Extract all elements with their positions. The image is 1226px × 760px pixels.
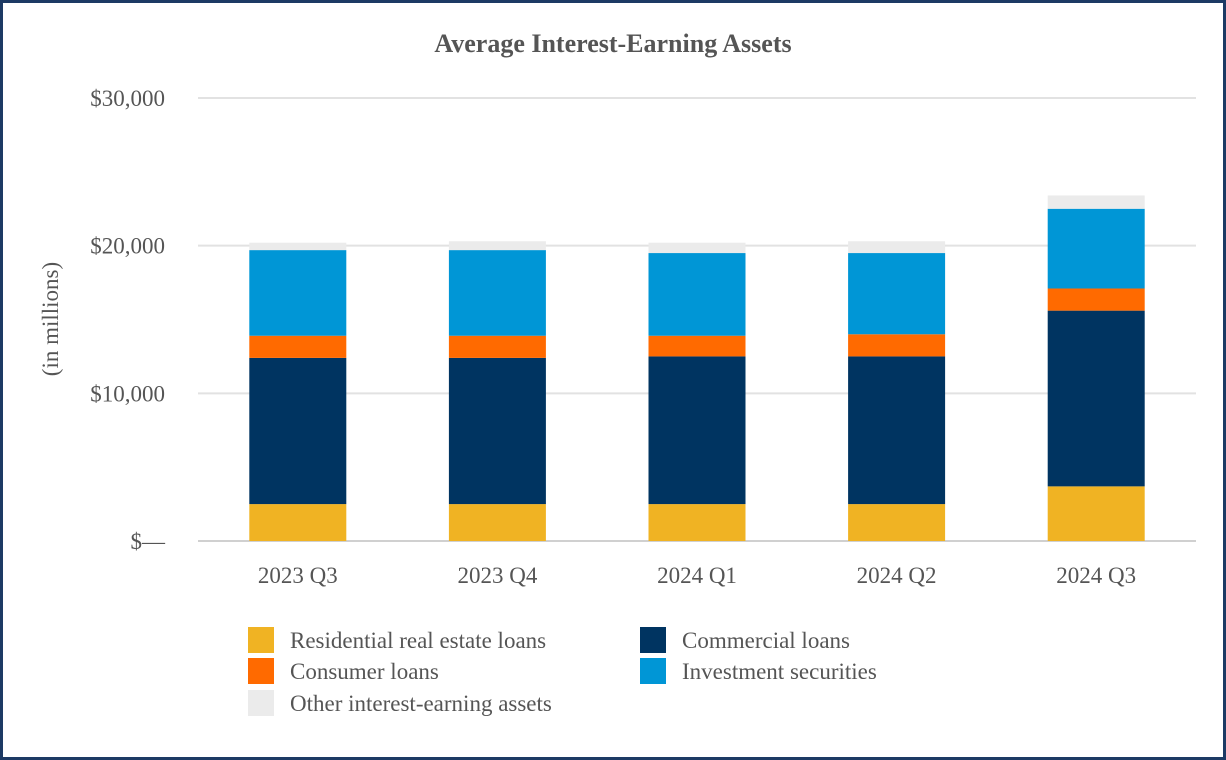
x-tick-label: 2023 Q3	[258, 563, 338, 588]
y-tick-label: $30,000	[90, 86, 165, 111]
bar-segment	[249, 242, 347, 251]
y-tick-label: $20,000	[90, 234, 165, 259]
bar-segment	[648, 253, 746, 336]
bar-segment	[848, 334, 946, 357]
legend-swatch	[248, 690, 274, 716]
legend-swatch	[248, 627, 274, 653]
x-tick-label: 2024 Q3	[1056, 563, 1136, 588]
x-tick-label: 2023 Q4	[457, 563, 537, 588]
legend-label: Other interest-earning assets	[290, 691, 552, 716]
legend-swatch	[248, 658, 274, 684]
bar-segment	[448, 335, 546, 358]
y-axis-label: (in millions)	[38, 262, 63, 376]
bar-segment	[648, 356, 746, 505]
x-tick-labels: 2023 Q3 2023 Q4 2024 Q1 2024 Q2 2024 Q3	[258, 563, 1136, 588]
bar-segment	[648, 335, 746, 357]
bar-segment	[648, 242, 746, 254]
bar-segment	[848, 504, 946, 541]
bars	[249, 195, 1145, 541]
legend-swatch	[640, 627, 666, 653]
bar-segment	[1047, 195, 1145, 209]
bar-segment	[448, 504, 546, 541]
x-tick-label: 2024 Q2	[857, 563, 937, 588]
bar-segment	[249, 335, 347, 358]
bar-segment	[1047, 288, 1145, 311]
y-tick-labels: $— $10,000 $20,000 $30,000	[90, 86, 166, 554]
bar-segment	[848, 253, 946, 335]
bar-segment	[648, 504, 746, 541]
bar-segment	[448, 357, 546, 505]
bar-segment	[1047, 486, 1145, 541]
bar-segment	[1047, 310, 1145, 487]
bar-segment	[448, 241, 546, 251]
legend-swatch	[640, 658, 666, 684]
x-tick-label: 2024 Q1	[657, 563, 737, 588]
bar-segment	[249, 357, 347, 505]
bar-segment	[448, 250, 546, 336]
legend-label: Consumer loans	[290, 659, 439, 684]
bar-segment	[1047, 208, 1145, 289]
bar-segment	[249, 504, 347, 541]
bar-segment	[848, 241, 946, 254]
legend: Residential real estate loans Commercial …	[248, 627, 877, 716]
legend-label: Investment securities	[682, 659, 877, 684]
chart-title: Average Interest-Earning Assets	[434, 29, 791, 58]
y-tick-label: $10,000	[90, 381, 165, 406]
legend-label: Commercial loans	[682, 628, 850, 653]
bar-segment	[848, 356, 946, 505]
bar-segment	[249, 250, 347, 336]
legend-label: Residential real estate loans	[290, 628, 546, 653]
y-tick-label: $—	[131, 529, 167, 554]
